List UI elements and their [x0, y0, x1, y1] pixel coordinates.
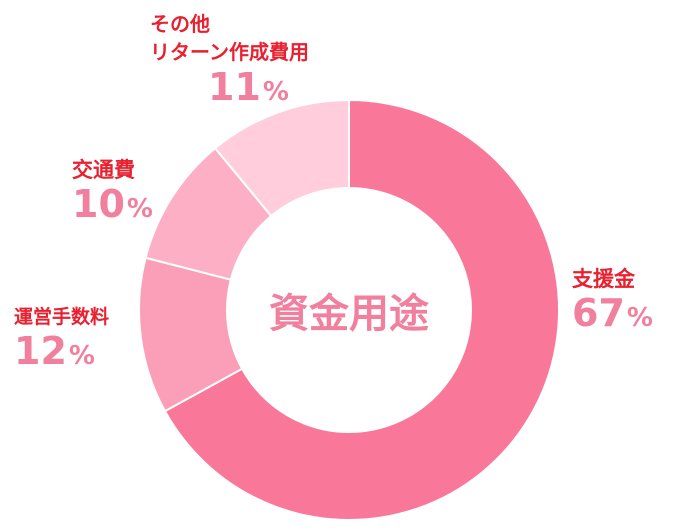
slice-other	[213, 98, 350, 218]
label-name-operation-fee: 運営手数料	[14, 306, 110, 328]
label-value-support: 67%	[572, 291, 653, 335]
label-other: その他 リターン作成費用 11%	[150, 10, 309, 113]
chart-title: 資金用途	[269, 291, 429, 337]
label-name-transport: 交通費	[72, 158, 135, 182]
label-value-transport: 10%	[72, 182, 153, 226]
label-name-support: 支援金	[572, 267, 635, 291]
label-operation-fee: 運営手数料 12%	[14, 304, 109, 377]
label-support: 支援金 67%	[572, 266, 653, 339]
label-value-operation-fee: 12%	[14, 329, 95, 373]
label-value-other: 11%	[208, 65, 289, 109]
slice-support	[163, 98, 560, 521]
label-name-other: その他 リターン作成費用	[150, 12, 309, 64]
label-transport: 交通費 10%	[72, 157, 153, 230]
